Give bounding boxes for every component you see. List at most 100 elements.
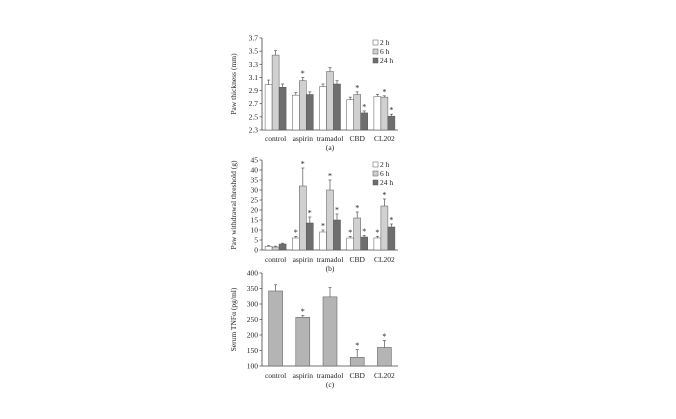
bar (346, 237, 354, 251)
y-tick-label: 2.9 (249, 86, 259, 95)
y-tick-label: 3.5 (249, 47, 259, 56)
category-label: CBD (349, 371, 365, 380)
bar (380, 96, 389, 131)
y-axis-label: Paw withdrawal threshold (g) (229, 160, 238, 249)
legend-swatch (372, 161, 379, 168)
bar (278, 243, 287, 251)
y-tick-label: 350 (247, 284, 259, 293)
y-tick-label: 2.5 (249, 112, 259, 121)
significance-star: * (301, 69, 305, 78)
category-label: tramadol (317, 134, 344, 143)
y-tick-label: 25 (251, 196, 259, 205)
y-tick-label: 40 (251, 166, 259, 175)
bar (268, 290, 283, 367)
significance-star: * (301, 307, 305, 316)
legend-swatch (372, 39, 379, 46)
y-tick-label: 0 (254, 246, 258, 255)
category-label: CBD (349, 255, 365, 264)
category-label: tramadol (317, 371, 344, 380)
legend-label: 6 h (380, 47, 390, 56)
y-tick-label: 2.7 (249, 99, 259, 108)
bar (333, 83, 341, 131)
significance-star: * (389, 106, 393, 115)
bar (387, 226, 396, 251)
significance-star: * (382, 191, 386, 200)
significance-star: * (362, 102, 366, 111)
bar (326, 71, 334, 131)
bar (306, 222, 314, 251)
category-label: control (265, 255, 286, 264)
bar (292, 94, 300, 131)
y-tick-label: 30 (251, 186, 259, 195)
bar (264, 246, 273, 251)
significance-star: * (308, 209, 312, 218)
y-tick-label: 300 (247, 300, 259, 309)
y-tick-label: 250 (247, 315, 259, 324)
bar (319, 86, 327, 131)
bar (292, 237, 300, 251)
bar (346, 99, 354, 131)
significance-star: * (382, 332, 386, 341)
significance-star: * (301, 160, 305, 169)
y-tick-label: 400 (247, 269, 259, 278)
significance-star: * (362, 227, 366, 236)
y-tick-label: 45 (251, 156, 259, 165)
significance-star: * (294, 228, 298, 237)
y-tick-label: 5 (254, 236, 258, 245)
category-label: aspirin (293, 255, 314, 264)
bar (333, 219, 341, 251)
y-axis-label: Paw thickness (mm) (229, 53, 238, 115)
category-label: CL202 (374, 255, 395, 264)
significance-star: * (375, 228, 379, 237)
legend-label: 6 h (380, 169, 390, 178)
bar (264, 84, 273, 131)
category-label: aspirin (293, 134, 314, 143)
y-tick-label: 3.7 (249, 34, 259, 43)
bar (319, 231, 327, 251)
significance-star: * (335, 206, 339, 215)
y-tick-label: 2.3 (249, 126, 259, 135)
bar (353, 94, 361, 131)
y-tick-label: 200 (247, 331, 259, 340)
bar (271, 54, 280, 131)
legend-swatch (372, 57, 379, 64)
panel-label: (c) (326, 380, 335, 389)
significance-star: * (355, 341, 359, 350)
legend-swatch (372, 48, 379, 55)
y-tick-label: 20 (251, 206, 259, 215)
bar (271, 246, 280, 251)
bar (380, 205, 389, 251)
significance-star: * (355, 83, 359, 92)
bar (377, 347, 392, 367)
bar (349, 357, 365, 367)
y-axis-label: Serum TNFα (pg/ml) (229, 287, 238, 351)
bar (295, 317, 311, 367)
bar (322, 296, 338, 367)
significance-star: * (328, 172, 332, 181)
y-tick-label: 100 (247, 362, 259, 371)
legend-swatch (372, 170, 379, 177)
bar (299, 185, 307, 251)
legend-label: 24 h (380, 178, 393, 187)
bar (360, 236, 368, 251)
legend-label: 24 h (380, 56, 393, 65)
category-label: CBD (349, 134, 365, 143)
bar (326, 189, 334, 251)
bar (353, 217, 361, 251)
legend-label: 2 h (380, 38, 390, 47)
category-label: tramadol (317, 255, 344, 264)
y-tick-label: 150 (247, 346, 259, 355)
significance-star: * (348, 228, 352, 237)
bar (360, 112, 368, 131)
y-tick-label: 3.3 (249, 60, 259, 69)
legend-swatch (372, 179, 379, 186)
bar (299, 80, 307, 131)
category-label: control (265, 134, 286, 143)
y-tick-label: 10 (251, 226, 259, 235)
category-label: CL202 (374, 371, 395, 380)
significance-star: * (389, 216, 393, 225)
significance-star: * (321, 222, 325, 231)
category-label: control (265, 371, 286, 380)
significance-star: * (355, 204, 359, 213)
